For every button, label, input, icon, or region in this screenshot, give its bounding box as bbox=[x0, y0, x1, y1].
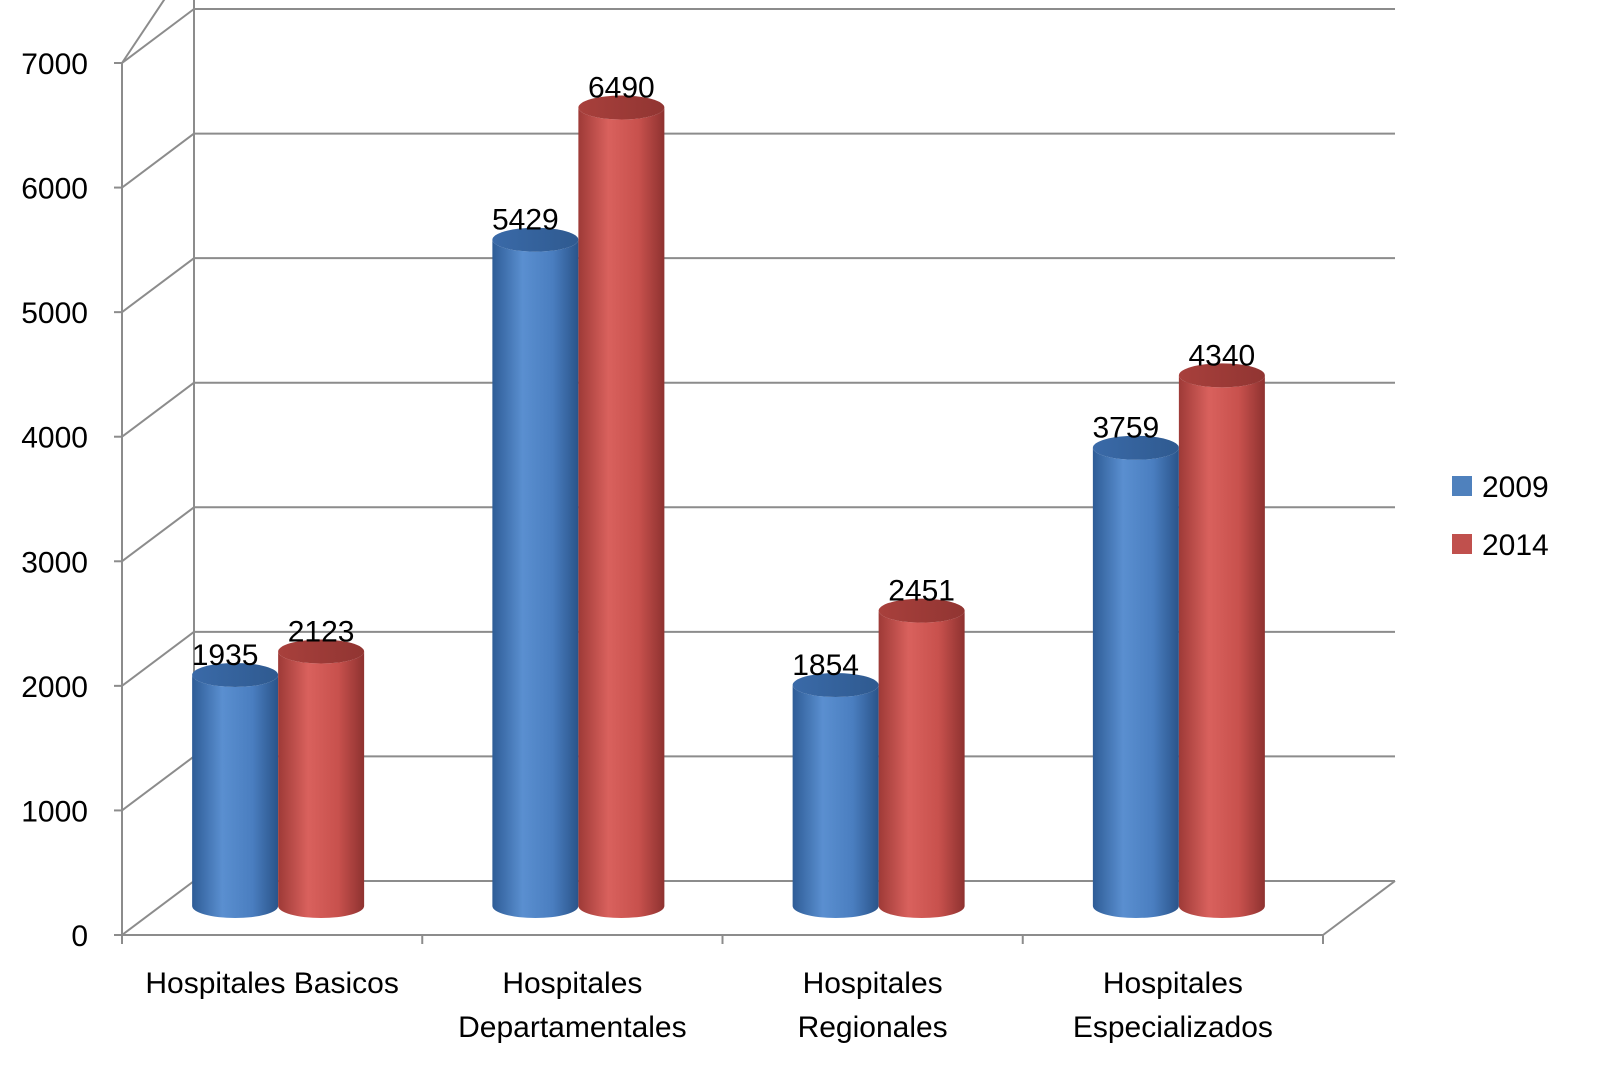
bar-top bbox=[878, 598, 965, 623]
bar-top bbox=[1092, 435, 1179, 460]
bar-2009 bbox=[1092, 435, 1179, 918]
legend-label-2009: 2009 bbox=[1482, 471, 1549, 504]
y-tick-label: 1000 bbox=[21, 795, 88, 828]
bar-2014 bbox=[278, 639, 365, 918]
data-label: 5429 bbox=[492, 204, 559, 237]
labels-layer: 0 1000 2000 3000 4000 5000 6000 7000 Hospitales … bbox=[21, 48, 1273, 1044]
y-tick-label: 5000 bbox=[21, 297, 88, 330]
data-label: 6490 bbox=[588, 72, 655, 105]
legend-swatch-2014 bbox=[1452, 534, 1472, 554]
bars-layer bbox=[192, 95, 1265, 918]
data-label: 2451 bbox=[888, 575, 955, 608]
bar-body bbox=[878, 610, 965, 918]
wall-gridline bbox=[121, 8, 195, 64]
y-tick-label: 6000 bbox=[21, 173, 88, 206]
wall-gridline bbox=[121, 506, 195, 563]
wall-gridline bbox=[121, 880, 195, 936]
bar-body bbox=[578, 107, 665, 918]
x-tick-label: Hospitales Departamentales bbox=[458, 967, 686, 1044]
bar-top bbox=[278, 639, 365, 664]
bar-body bbox=[192, 674, 279, 918]
bar-2009 bbox=[192, 662, 279, 918]
bar-body bbox=[278, 651, 365, 918]
x-tick-label: Hospitales Regionales bbox=[798, 967, 948, 1044]
bar-top bbox=[792, 673, 879, 698]
wall-gridline bbox=[121, 755, 195, 812]
bar-2009 bbox=[492, 227, 579, 918]
bar-body bbox=[492, 239, 579, 918]
data-label: 2123 bbox=[288, 616, 355, 649]
wall-gridline bbox=[121, 631, 195, 687]
y-tick-label: 2000 bbox=[21, 671, 88, 704]
legend: 2009 2014 bbox=[1452, 471, 1549, 562]
x-tick-label: Hospitales Especializados bbox=[1073, 967, 1273, 1044]
bar-body bbox=[792, 685, 879, 918]
data-label: 3759 bbox=[1093, 412, 1160, 445]
y-tick-label: 0 bbox=[71, 920, 88, 953]
bar-2014 bbox=[1178, 363, 1265, 918]
floor-right-edge bbox=[1322, 880, 1396, 936]
bar-2014 bbox=[578, 95, 665, 918]
wall-top-edge bbox=[121, 0, 166, 64]
legend-label-2014: 2014 bbox=[1482, 529, 1549, 562]
wall-gridline bbox=[121, 257, 195, 313]
data-label: 1854 bbox=[792, 649, 859, 682]
x-tick-label: Hospitales Basicos bbox=[145, 967, 398, 1000]
y-tick-label: 4000 bbox=[21, 422, 88, 455]
bar-top bbox=[578, 95, 665, 120]
bar-2014 bbox=[878, 598, 965, 918]
legend-swatch-2009 bbox=[1452, 476, 1472, 496]
data-label: 4340 bbox=[1189, 339, 1256, 372]
bar-top bbox=[492, 227, 579, 252]
bar-body bbox=[1178, 375, 1265, 918]
bar-top bbox=[192, 662, 279, 687]
y-tick-label: 3000 bbox=[21, 546, 88, 579]
bar-2009 bbox=[792, 673, 879, 918]
y-tick-label: 7000 bbox=[21, 48, 88, 81]
bar-body bbox=[1092, 447, 1179, 918]
wall-gridline bbox=[121, 381, 195, 438]
bar-top bbox=[1178, 363, 1265, 388]
wall-gridline bbox=[121, 132, 195, 189]
data-label: 1935 bbox=[192, 639, 259, 672]
